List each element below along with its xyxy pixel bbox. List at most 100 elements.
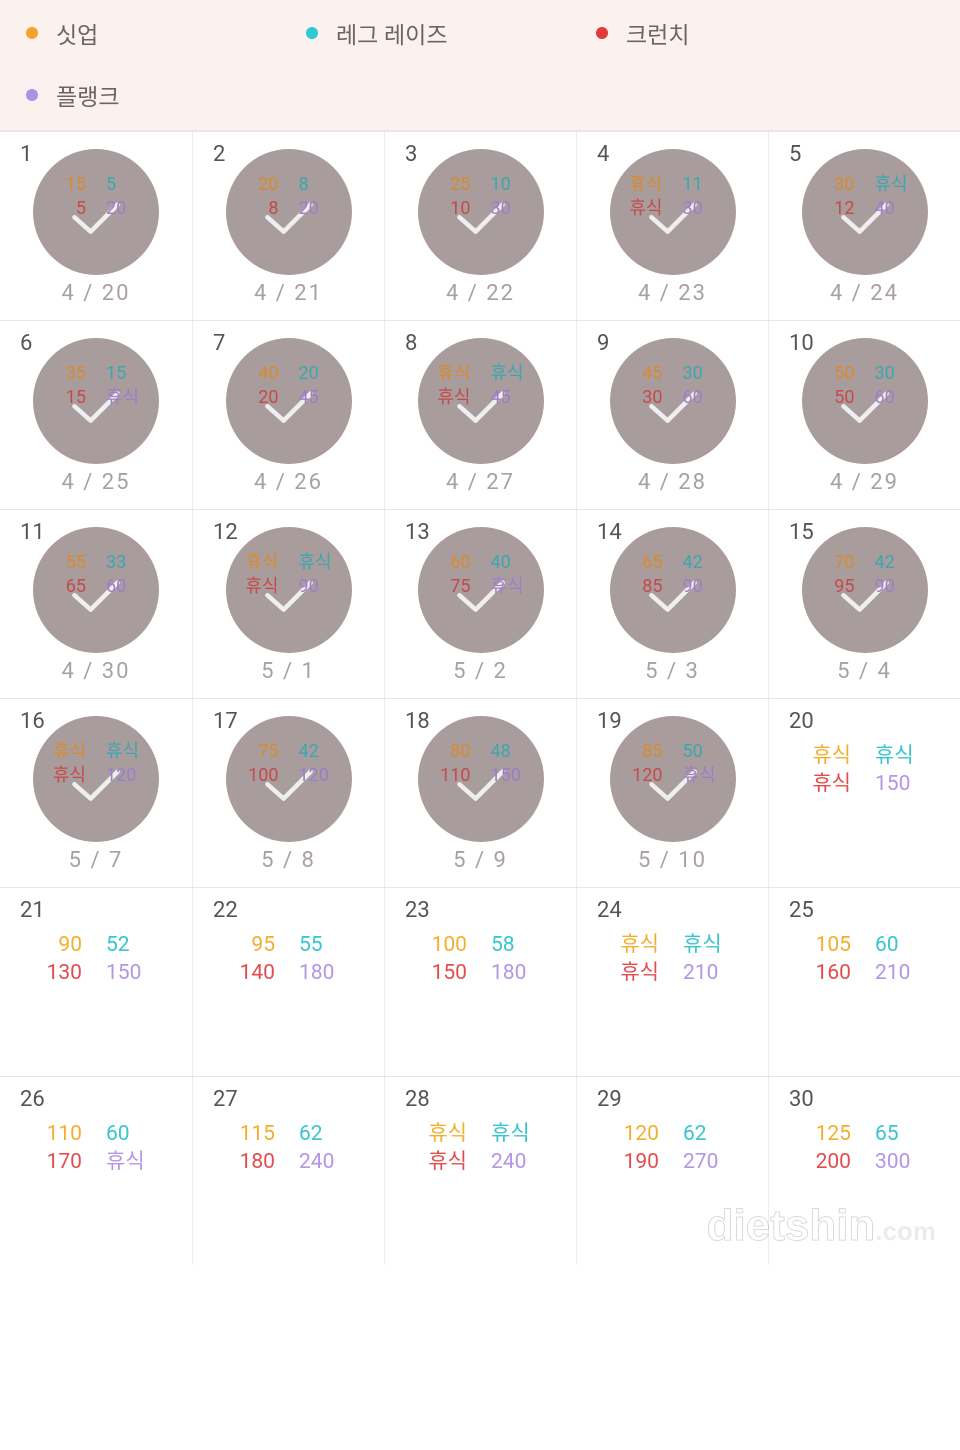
day-cell[interactable]: 8휴식휴식휴식454 / 27 [384,321,576,509]
completion-date: 5 / 7 [0,848,192,873]
completion-date: 5 / 1 [193,659,384,684]
day-cell[interactable]: 20휴식휴식휴식150 [768,699,960,887]
val-plank: 150 [94,959,166,987]
completed-badge: 604075휴식 [418,527,544,653]
completion-date: 5 / 3 [577,659,768,684]
day-number: 25 [789,898,960,923]
legend-item-legraise: 레그 레이즈 [306,16,596,50]
day-cell[interactable]: 1775421001205 / 8 [192,699,384,887]
val-situp: 110 [26,1120,94,1148]
val-plank: 휴식 [94,1148,166,1176]
val-situp: 50 [802,362,865,386]
day-cell[interactable]: 15704295905 / 4 [768,510,960,698]
day-cell[interactable]: 1880481101505 / 9 [384,699,576,887]
val-situp: 60 [418,551,481,575]
day-cell[interactable]: 229555140180 [192,888,384,1076]
val-plank: 300 [863,1148,934,1176]
day-cell[interactable]: 6351515휴식4 / 25 [0,321,192,509]
val-crunch: 170 [26,1148,94,1176]
val-legraise: 52 [94,931,166,959]
val-plank: 180 [287,959,358,987]
val-legraise: 10 [481,173,544,197]
completion-date: 5 / 2 [385,659,576,684]
day-cell[interactable]: 11555204 / 20 [0,132,192,320]
completion-date: 4 / 22 [385,281,576,306]
day-cell[interactable]: 22088204 / 21 [192,132,384,320]
day-cell[interactable]: 28휴식휴식휴식240 [384,1077,576,1265]
val-situp: 100 [411,931,479,959]
day-number: 28 [405,1087,576,1112]
completed-badge: 50305060 [802,338,928,464]
day-cell[interactable]: 13604075휴식5 / 2 [384,510,576,698]
completion-date: 4 / 26 [193,470,384,495]
completed-badge: 55336560 [33,527,159,653]
val-situp: 30 [802,173,865,197]
legend-item-crunch: 크런치 [596,16,876,50]
day-number: 29 [597,1087,768,1112]
day-cell[interactable]: 7402020454 / 26 [192,321,384,509]
val-plank: 180 [479,959,550,987]
day-cell[interactable]: 26 11060170휴식 [0,1077,192,1265]
val-legraise: 62 [287,1120,358,1148]
day-cell[interactable]: 3251010304 / 22 [384,132,576,320]
day-number: 20 [789,709,960,734]
val-plank: 150 [863,770,934,798]
day-number: 27 [213,1087,384,1112]
val-situp: 휴식 [418,362,481,386]
completed-badge: 40202045 [226,338,352,464]
val-plank: 240 [287,1148,358,1176]
completion-date: 4 / 21 [193,281,384,306]
val-legraise: 62 [671,1120,742,1148]
completion-date: 5 / 4 [769,659,960,684]
val-plank: 210 [863,959,934,987]
val-legraise: 휴식 [863,742,934,770]
day-number: 30 [789,1087,960,1112]
dot-icon [26,89,38,101]
day-cell[interactable]: 14654285905 / 3 [576,510,768,698]
day-number: 26 [20,1087,192,1112]
day-cell[interactable]: 530휴식12404 / 24 [768,132,960,320]
day-cell[interactable]: 12휴식휴식휴식905 / 1 [192,510,384,698]
completion-date: 4 / 30 [0,659,192,684]
val-situp: 125 [795,1120,863,1148]
val-legraise: 40 [481,551,544,575]
day-cell[interactable]: 2510560160210 [768,888,960,1076]
completed-badge: 208820 [226,149,352,275]
val-legraise: 휴식 [865,173,928,197]
completion-date: 5 / 10 [577,848,768,873]
val-situp: 105 [795,931,863,959]
day-cell[interactable]: 2310058150180 [384,888,576,1076]
val-legraise: 65 [863,1120,934,1148]
legend-label: 플랭크 [56,78,119,112]
dot-icon [26,27,38,39]
completion-date: 4 / 24 [769,281,960,306]
completion-date: 4 / 23 [577,281,768,306]
val-legraise: 60 [94,1120,166,1148]
val-legraise: 휴식 [481,362,544,386]
day-cell[interactable]: 16휴식휴식휴식1205 / 7 [0,699,192,887]
val-legraise: 48 [481,740,544,764]
val-situp: 휴식 [603,931,671,959]
val-crunch: 140 [219,959,287,987]
day-cell[interactable]: 2912062190270 [576,1077,768,1265]
val-legraise: 휴식 [96,740,159,764]
day-cell[interactable]: 198550120휴식5 / 10 [576,699,768,887]
day-cell[interactable]: 219052130150 [0,888,192,1076]
day-cell[interactable]: 10503050604 / 29 [768,321,960,509]
completion-date: 4 / 29 [769,470,960,495]
day-cell[interactable]: 4휴식11휴식304 / 23 [576,132,768,320]
val-legraise: 휴식 [289,551,352,575]
day-cell[interactable]: 2711562180240 [192,1077,384,1265]
day-cell[interactable]: 24휴식휴식휴식210 [576,888,768,1076]
val-situp: 85 [610,740,673,764]
day-cell[interactable]: 11553365604 / 30 [0,510,192,698]
val-situp: 75 [226,740,289,764]
legend-label: 크런치 [626,16,689,50]
val-situp: 25 [418,173,481,197]
val-crunch: 150 [411,959,479,987]
day-cell[interactable]: 9453030604 / 28 [576,321,768,509]
val-legraise: 11 [673,173,736,197]
val-legraise: 30 [865,362,928,386]
val-situp: 휴식 [795,742,863,770]
day-cell[interactable]: 3012565200300 [768,1077,960,1265]
